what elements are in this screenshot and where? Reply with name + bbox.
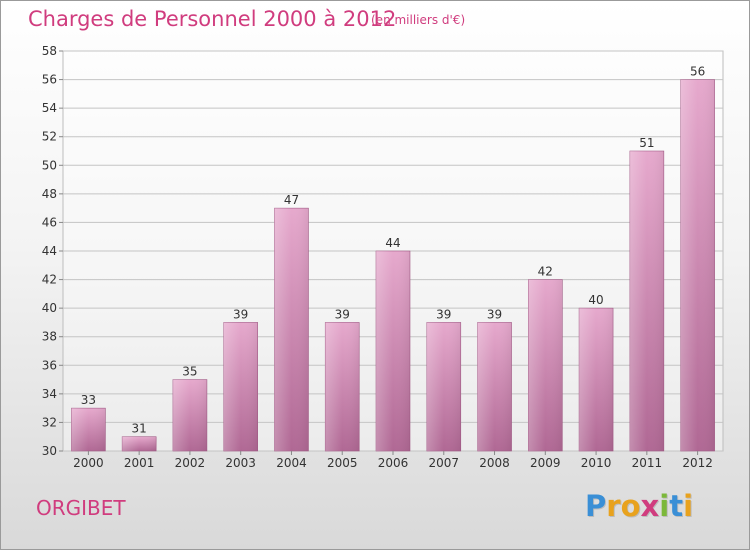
data-label: 39 (436, 307, 451, 321)
y-tick-label: 34 (42, 387, 57, 401)
y-tick-label: 40 (42, 301, 57, 315)
y-tick-label: 48 (42, 187, 57, 201)
y-tick-label: 44 (42, 244, 57, 258)
data-label: 42 (538, 265, 553, 279)
logo-letter: x (640, 489, 660, 523)
x-tick-label: 2001 (124, 456, 155, 470)
logo-letter: i (659, 489, 670, 523)
logo-letter: P (585, 489, 607, 523)
logo-letter: o (620, 489, 641, 523)
bar-shine (629, 151, 664, 451)
bar-shine (122, 436, 157, 451)
data-label: 51 (639, 136, 654, 150)
bar-shine (477, 322, 512, 451)
data-label: 39 (233, 307, 248, 321)
bar-shine (172, 379, 207, 451)
y-tick-label: 32 (42, 415, 57, 429)
data-label: 39 (487, 307, 502, 321)
bar-shine (579, 308, 614, 451)
x-tick-label: 2009 (530, 456, 561, 470)
data-label: 56 (690, 65, 705, 79)
data-label: 40 (588, 293, 603, 307)
bar-shine (528, 279, 563, 451)
x-tick-label: 2006 (378, 456, 409, 470)
x-tick-label: 2010 (581, 456, 612, 470)
chart-title: Charges de Personnel 2000 à 2012 (28, 7, 397, 31)
x-tick-label: 2003 (225, 456, 256, 470)
bar-shine (426, 322, 461, 451)
bar-shine (325, 322, 360, 451)
x-tick-label: 2004 (276, 456, 307, 470)
bar-shine (376, 251, 410, 451)
y-tick-label: 38 (42, 330, 57, 344)
bar-shine (274, 208, 309, 451)
data-label: 39 (335, 307, 350, 321)
x-tick-label: 2005 (327, 456, 358, 470)
x-tick-label: 2000 (73, 456, 104, 470)
x-tick-label: 2002 (175, 456, 206, 470)
y-tick-label: 54 (42, 101, 57, 115)
y-tick-label: 56 (42, 73, 57, 87)
x-tick-label: 2008 (479, 456, 510, 470)
town-name: ORGIBET (36, 496, 126, 520)
logo-letter: t (669, 489, 684, 523)
y-tick-label: 30 (42, 444, 57, 458)
bar-shine (71, 408, 106, 451)
data-label: 33 (81, 393, 96, 407)
y-tick-label: 42 (42, 273, 57, 287)
x-tick-label: 2007 (428, 456, 459, 470)
logo-letter: i (683, 489, 694, 523)
bar-shine (680, 79, 715, 452)
y-tick-label: 52 (42, 130, 57, 144)
y-tick-label: 50 (42, 158, 57, 172)
data-label: 44 (385, 236, 400, 250)
logo-letter: r (606, 489, 621, 523)
chart-subtitle: (en milliers d'€) (371, 13, 466, 27)
proxiti-logo: Proxiti (585, 489, 693, 523)
data-label: 35 (182, 365, 197, 379)
y-tick-label: 36 (42, 358, 57, 372)
y-tick-label: 58 (42, 44, 57, 58)
bar-shine (223, 322, 258, 451)
x-tick-label: 2011 (632, 456, 663, 470)
data-label: 31 (132, 422, 147, 436)
data-label: 47 (284, 193, 299, 207)
x-tick-label: 2012 (682, 456, 713, 470)
y-tick-label: 46 (42, 215, 57, 229)
